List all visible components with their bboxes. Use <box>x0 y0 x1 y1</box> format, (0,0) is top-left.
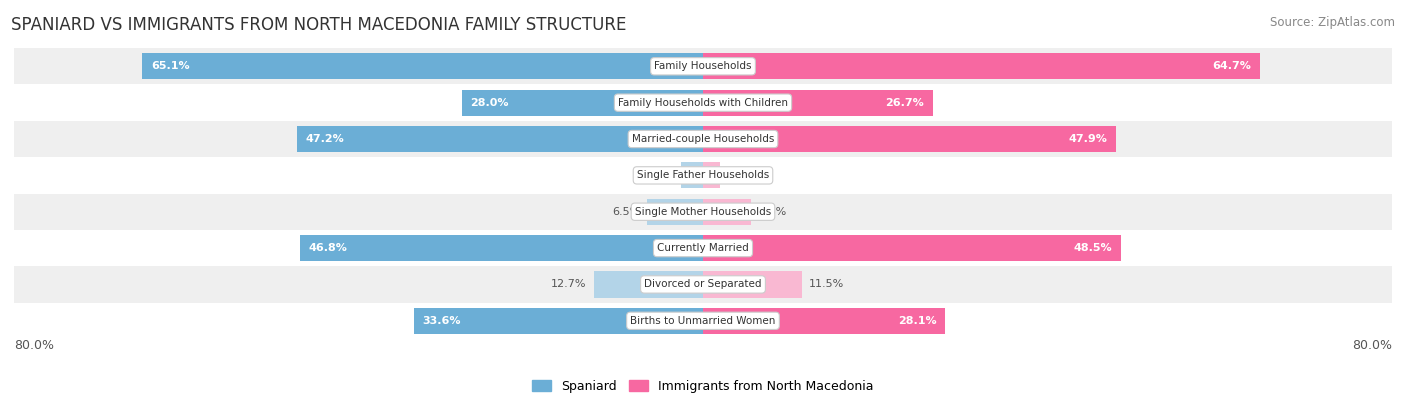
Bar <box>297 126 703 152</box>
Text: Single Father Households: Single Father Households <box>637 170 769 181</box>
Bar <box>703 199 751 225</box>
Bar <box>703 235 1121 261</box>
Bar <box>14 48 1392 85</box>
Bar <box>299 235 703 261</box>
Bar <box>14 85 1392 121</box>
Text: Source: ZipAtlas.com: Source: ZipAtlas.com <box>1270 16 1395 29</box>
Bar <box>142 53 703 79</box>
Text: 33.6%: 33.6% <box>422 316 461 326</box>
Bar <box>14 194 1392 230</box>
Text: Single Mother Households: Single Mother Households <box>636 207 770 217</box>
Bar <box>703 126 1115 152</box>
Text: Family Households with Children: Family Households with Children <box>619 98 787 108</box>
Text: 6.5%: 6.5% <box>612 207 640 217</box>
Bar <box>703 271 801 297</box>
Text: SPANIARD VS IMMIGRANTS FROM NORTH MACEDONIA FAMILY STRUCTURE: SPANIARD VS IMMIGRANTS FROM NORTH MACEDO… <box>11 16 627 34</box>
Legend: Spaniard, Immigrants from North Macedonia: Spaniard, Immigrants from North Macedoni… <box>527 375 879 395</box>
Bar <box>703 53 1260 79</box>
Bar <box>14 230 1392 266</box>
Bar <box>14 303 1392 339</box>
Text: 28.1%: 28.1% <box>898 316 936 326</box>
Text: 12.7%: 12.7% <box>551 279 586 290</box>
Text: 5.6%: 5.6% <box>758 207 786 217</box>
Bar <box>461 90 703 116</box>
Bar <box>703 308 945 334</box>
Text: 64.7%: 64.7% <box>1213 61 1251 71</box>
Text: Births to Unmarried Women: Births to Unmarried Women <box>630 316 776 326</box>
Text: 47.2%: 47.2% <box>305 134 344 144</box>
Text: Divorced or Separated: Divorced or Separated <box>644 279 762 290</box>
Text: Family Households: Family Households <box>654 61 752 71</box>
Bar <box>703 90 934 116</box>
Text: 80.0%: 80.0% <box>14 339 53 352</box>
Text: 47.9%: 47.9% <box>1069 134 1107 144</box>
Text: Currently Married: Currently Married <box>657 243 749 253</box>
Text: 46.8%: 46.8% <box>308 243 347 253</box>
Text: 2.0%: 2.0% <box>727 170 755 181</box>
Bar <box>14 266 1392 303</box>
Text: 80.0%: 80.0% <box>1353 339 1392 352</box>
Bar <box>647 199 703 225</box>
Bar <box>14 157 1392 194</box>
Text: 26.7%: 26.7% <box>886 98 924 108</box>
Text: Married-couple Households: Married-couple Households <box>631 134 775 144</box>
Text: 65.1%: 65.1% <box>150 61 190 71</box>
Bar <box>703 162 720 188</box>
Bar <box>413 308 703 334</box>
Text: 2.5%: 2.5% <box>647 170 675 181</box>
Text: 28.0%: 28.0% <box>471 98 509 108</box>
Bar <box>682 162 703 188</box>
Text: 11.5%: 11.5% <box>808 279 844 290</box>
Bar <box>593 271 703 297</box>
Text: 48.5%: 48.5% <box>1073 243 1112 253</box>
Bar <box>14 121 1392 157</box>
